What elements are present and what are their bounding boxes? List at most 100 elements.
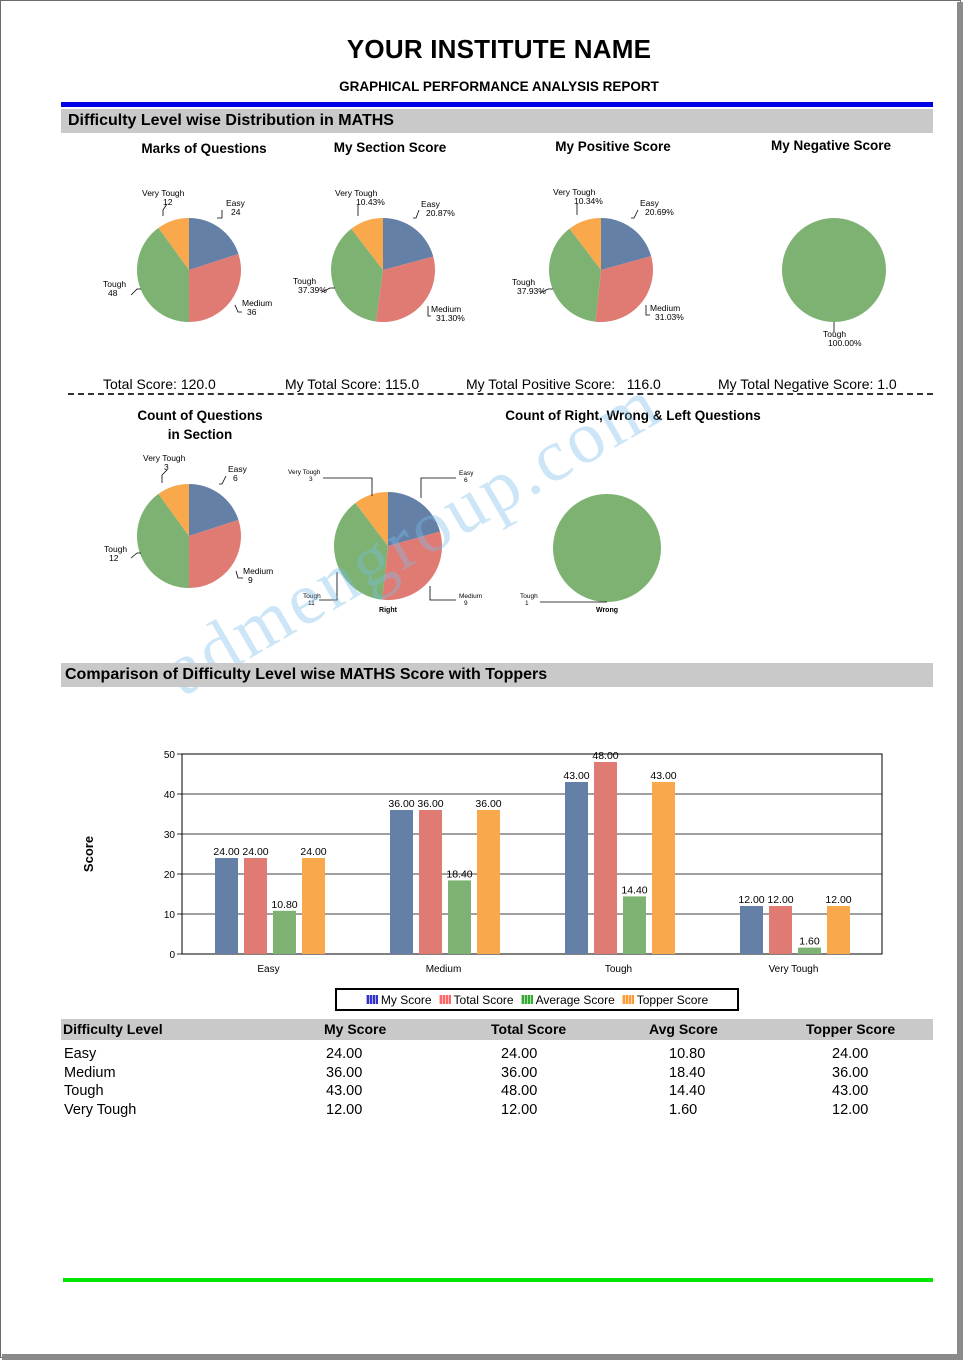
pie-4-slice-very-tough-value-label: 3 bbox=[164, 462, 169, 472]
pie-1-slice-very-tough bbox=[351, 218, 383, 270]
pie-1-slice-medium-value-label: 31.30% bbox=[436, 313, 465, 323]
pie-2-slice-medium bbox=[595, 256, 653, 322]
table-cell: 12.00 bbox=[501, 1101, 538, 1118]
pie-3-slice-tough-value-label: 100.00% bbox=[828, 338, 862, 348]
pie-0-slice-medium bbox=[189, 253, 241, 322]
bottom-rule bbox=[63, 1278, 933, 1282]
pie-1-slice-medium bbox=[375, 256, 436, 322]
pie-2-slice-tough-value-label: 37.93% bbox=[517, 286, 546, 296]
bar-very-tough-my-score bbox=[740, 906, 763, 954]
pie-5-slice-medium-value-label: 9 bbox=[464, 600, 468, 607]
pie-4-slice-tough bbox=[136, 493, 189, 588]
ytick-label-30: 30 bbox=[164, 830, 176, 841]
pie-2-slice-easy-value-label: 20.69% bbox=[645, 207, 674, 217]
pie-4-slice-very-tough-label: Very Tough bbox=[143, 453, 186, 463]
pie-6-caption: Wrong bbox=[596, 607, 618, 614]
pie-5-slice-very-tough-label: Very Tough bbox=[288, 469, 321, 476]
pie-1-slice-easy-label: Easy bbox=[421, 199, 441, 209]
bar-easy-my-score bbox=[215, 858, 238, 954]
bar-easy-total-score bbox=[244, 858, 267, 954]
section-header-comparison: Comparison of Difficulty Level wise MATH… bbox=[61, 663, 933, 687]
th-total-score: Total Score bbox=[491, 1021, 567, 1037]
pie-6-slice-tough-label: Tough bbox=[520, 593, 538, 600]
ytick-label-20: 20 bbox=[164, 870, 176, 881]
pie-title-count-line1: Count of Questions bbox=[137, 408, 263, 423]
pie-2-slice-medium-leader bbox=[645, 305, 650, 316]
pie-4-slice-tough-label: Tough bbox=[104, 544, 127, 554]
xtick-label-very-tough: Very Tough bbox=[769, 964, 819, 975]
th-my-score: My Score bbox=[324, 1021, 387, 1037]
pie-0-slice-very-tough-label: Very Tough bbox=[142, 188, 185, 198]
pie-title-right-wrong-left: Count of Right, Wrong & Left Questions bbox=[505, 408, 761, 423]
bar-very-tough-topper-score bbox=[827, 906, 850, 954]
pie-5-slice-tough-value-label: 11 bbox=[308, 600, 315, 607]
table-cell: 36.00 bbox=[501, 1064, 538, 1081]
pie-1-slice-tough bbox=[331, 228, 383, 322]
bar-value-very-tough-total-score: 12.00 bbox=[767, 894, 793, 906]
pie-2-slice-easy bbox=[601, 218, 652, 270]
pie-1-slice-medium-leader bbox=[427, 306, 431, 317]
th-difficulty-level: Difficulty Level bbox=[63, 1021, 163, 1037]
pie-5-caption: Right bbox=[379, 607, 398, 614]
bar-chart-legend: My Score Total Score Average Score Toppe… bbox=[335, 988, 739, 1011]
pie-0-slice-medium-leader bbox=[234, 304, 242, 313]
table-cell: Medium bbox=[64, 1064, 116, 1081]
pie-2-slice-tough bbox=[549, 228, 601, 322]
pie-title-count-line2: in Section bbox=[167, 427, 233, 442]
table-cell: 24.00 bbox=[501, 1046, 538, 1062]
table-cell: Easy bbox=[64, 1046, 97, 1062]
dashed-divider bbox=[68, 393, 933, 395]
bar-value-medium-average-score: 18.40 bbox=[446, 868, 472, 880]
legend-item-topper-score: Topper Score bbox=[621, 993, 708, 1007]
bar-value-tough-total-score: 48.00 bbox=[592, 750, 618, 762]
institute-name: YOUR INSTITUTE NAME bbox=[346, 34, 652, 64]
pie-2-slice-very-tough bbox=[569, 218, 601, 270]
xtick-label-medium: Medium bbox=[426, 964, 462, 975]
legend-label-my-score: My Score bbox=[380, 992, 432, 1007]
pie-5-slice-tough-leader bbox=[319, 572, 338, 601]
xtick-label-easy: Easy bbox=[257, 964, 279, 975]
bar-medium-my-score bbox=[390, 810, 413, 954]
pie-0-slice-tough bbox=[136, 227, 189, 322]
pie-0-slice-medium-label: Medium bbox=[242, 298, 272, 308]
pie-0-slice-tough-label: Tough bbox=[103, 279, 126, 289]
bar-value-medium-topper-score: 36.00 bbox=[475, 798, 501, 810]
bar-tough-my-score bbox=[565, 782, 588, 954]
page-shadow-right bbox=[957, 2, 963, 1360]
legend-swatch-topper-score bbox=[621, 995, 634, 1004]
pie-3-slice-tough-label: Tough bbox=[823, 329, 846, 339]
pie-1-slice-tough-label: Tough bbox=[293, 276, 316, 286]
legend-swatch-total-score bbox=[438, 995, 451, 1004]
pie-5-slice-medium-label: Medium bbox=[459, 593, 482, 600]
pie-2-slice-very-tough-label: Very Tough bbox=[553, 187, 596, 197]
table-cell: 12.00 bbox=[326, 1101, 363, 1118]
bar-tough-topper-score bbox=[652, 782, 675, 954]
pie-4-slice-tough-leader bbox=[130, 552, 141, 559]
bar-value-very-tough-average-score: 1.60 bbox=[799, 936, 820, 948]
bar-tough-average-score bbox=[623, 896, 646, 954]
pie-title-count: Count of Questions in Section bbox=[100, 406, 300, 444]
bar-value-easy-average-score: 10.80 bbox=[271, 899, 297, 911]
pie-5-slice-easy-label: Easy bbox=[459, 470, 474, 477]
table-row: Very Tough 12.00 12.00 1.60 12.00 bbox=[61, 1101, 933, 1119]
pie-5-slice-medium bbox=[382, 531, 443, 601]
legend-label-average-score: Average Score bbox=[535, 992, 615, 1007]
bar-medium-topper-score bbox=[477, 810, 500, 954]
pie-4-slice-easy-leader bbox=[219, 475, 227, 485]
pie-1-slice-easy-value-label: 20.87% bbox=[426, 208, 455, 218]
bar-value-tough-my-score: 43.00 bbox=[563, 770, 589, 782]
my-total-positive-score: My Total Positive Score: 116.0 bbox=[466, 376, 661, 392]
table-cell: 24.00 bbox=[326, 1046, 363, 1062]
xtick-label-tough: Tough bbox=[605, 964, 632, 975]
my-total-score: My Total Score: 115.0 bbox=[285, 376, 420, 392]
pie-4-slice-very-tough bbox=[158, 484, 189, 536]
pie-6-slice-tough bbox=[553, 494, 661, 602]
pie-title-positive-score: My Positive Score bbox=[555, 139, 671, 154]
pie-2-slice-very-tough-value-label: 10.34% bbox=[574, 196, 603, 206]
legend-item-average-score: Average Score bbox=[520, 992, 615, 1007]
